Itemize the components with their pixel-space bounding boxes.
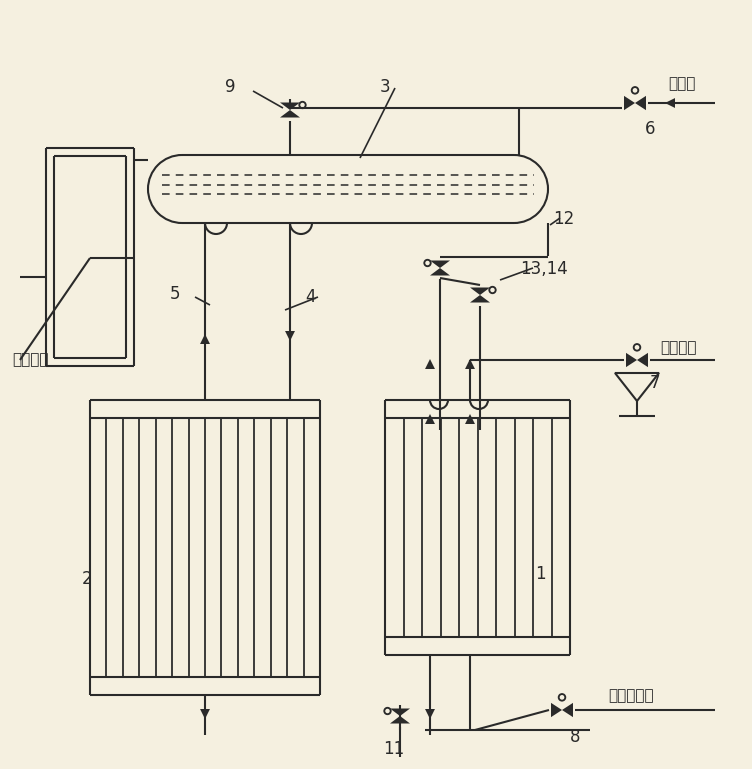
Text: 补充水: 补充水 xyxy=(668,76,696,92)
Text: 吸热器放水: 吸热器放水 xyxy=(608,688,653,704)
Polygon shape xyxy=(470,288,490,295)
Polygon shape xyxy=(280,102,300,110)
Text: 1: 1 xyxy=(535,565,546,583)
Polygon shape xyxy=(465,359,475,369)
Polygon shape xyxy=(626,353,637,367)
Polygon shape xyxy=(200,334,210,344)
Polygon shape xyxy=(665,98,675,108)
Text: 9: 9 xyxy=(225,78,235,96)
Polygon shape xyxy=(425,359,435,369)
Text: 2: 2 xyxy=(82,570,92,588)
Text: 12: 12 xyxy=(553,210,575,228)
Polygon shape xyxy=(430,268,450,275)
Polygon shape xyxy=(635,96,646,110)
Polygon shape xyxy=(465,414,475,424)
Text: 5: 5 xyxy=(170,285,180,303)
Polygon shape xyxy=(425,709,435,719)
Text: 7: 7 xyxy=(650,374,660,392)
Text: 饱和蔭汽: 饱和蔭汽 xyxy=(12,352,48,368)
Text: 3: 3 xyxy=(380,78,390,96)
Polygon shape xyxy=(470,295,490,302)
Text: 8: 8 xyxy=(570,728,581,746)
Polygon shape xyxy=(624,96,635,110)
Polygon shape xyxy=(637,353,648,367)
Polygon shape xyxy=(430,261,450,268)
Polygon shape xyxy=(390,716,410,724)
Polygon shape xyxy=(280,110,300,118)
Text: 6: 6 xyxy=(645,120,656,138)
Polygon shape xyxy=(551,703,562,717)
Text: 13,14: 13,14 xyxy=(520,260,568,278)
Polygon shape xyxy=(562,703,573,717)
Polygon shape xyxy=(200,709,210,719)
Polygon shape xyxy=(425,414,435,424)
Text: 4: 4 xyxy=(305,288,316,306)
Polygon shape xyxy=(390,708,410,716)
Text: 11: 11 xyxy=(384,740,405,758)
Polygon shape xyxy=(285,331,295,341)
Text: 过热蔭汽: 过热蔭汽 xyxy=(660,341,696,355)
